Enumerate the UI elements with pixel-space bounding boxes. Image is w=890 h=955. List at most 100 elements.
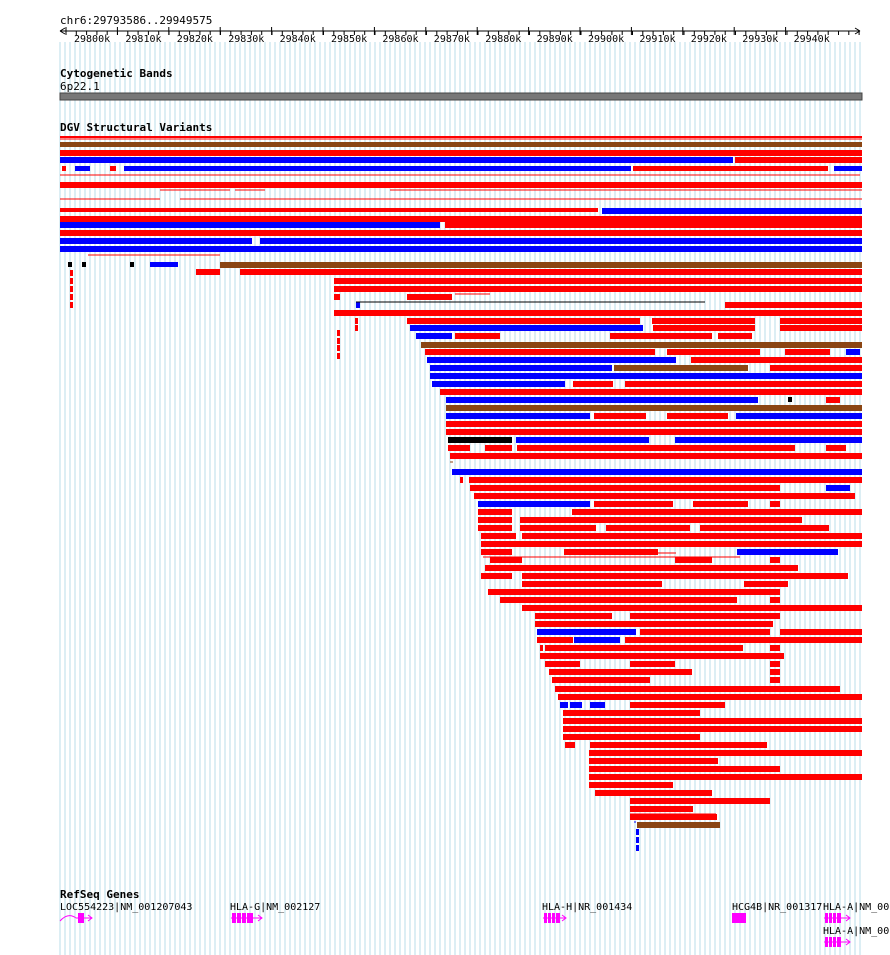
- structural-variant: [780, 325, 862, 331]
- gene-strand-arrow: [257, 914, 263, 922]
- structural-variant: [589, 766, 780, 772]
- structural-variant: [770, 661, 780, 667]
- structural-variant: [667, 349, 760, 355]
- gene-label-hla-g[interactable]: HLA-G|NM_002127: [230, 902, 321, 913]
- ruler-tick-label: 29920k: [690, 34, 727, 45]
- structural-variant: [744, 581, 788, 587]
- gene-label-hla-a-1[interactable]: HLA-A|NM_00: [823, 902, 890, 913]
- structural-variant: [564, 549, 658, 555]
- cytoband-track-title[interactable]: Cytogenetic Bands: [60, 67, 173, 80]
- structural-variant: [606, 525, 690, 531]
- structural-variant: [675, 557, 712, 563]
- gene-exon: [242, 913, 246, 923]
- structural-variant: [440, 389, 862, 395]
- structural-variant: [693, 501, 748, 507]
- structural-variant: [446, 405, 862, 411]
- structural-variant: [474, 493, 855, 499]
- structural-variant: [590, 702, 605, 708]
- structural-variant: [780, 629, 862, 635]
- structural-variant: [478, 501, 590, 507]
- structural-variant: [478, 517, 512, 523]
- gene-exon: [732, 913, 746, 923]
- structural-variant: [337, 338, 340, 344]
- structural-variant: [545, 645, 743, 651]
- structural-variant: [770, 501, 780, 507]
- structural-variant: [60, 208, 598, 212]
- refseq-track-title[interactable]: RefSeq Genes: [60, 888, 140, 901]
- structural-variant: [334, 286, 862, 292]
- structural-variant: [563, 734, 700, 740]
- structural-variant: [630, 661, 675, 667]
- structural-variant: [517, 445, 795, 451]
- structural-variant: [60, 222, 440, 228]
- structural-variant: [667, 413, 728, 419]
- structural-variant: [334, 310, 862, 316]
- dgv-track-title[interactable]: DGV Structural Variants: [60, 121, 213, 134]
- structural-variant: [455, 333, 500, 339]
- structural-variant: [446, 429, 862, 435]
- gene-label-loc554223[interactable]: LOC554223|NM_001207043: [60, 902, 193, 913]
- gene-exon: [237, 913, 241, 923]
- gene-exon: [247, 913, 253, 923]
- gene-label-hla-h[interactable]: HLA-H|NR_001434: [542, 902, 633, 913]
- structural-variant: [485, 565, 798, 571]
- structural-variant: [469, 477, 862, 483]
- structural-variant: [653, 325, 755, 331]
- gene-exon: [544, 913, 547, 923]
- structural-variant: [500, 597, 737, 603]
- structural-variant: [537, 629, 636, 635]
- structural-variant: [124, 166, 631, 171]
- structural-variant: [636, 829, 639, 835]
- structural-variant: [625, 381, 862, 387]
- gene-label-hcg4b[interactable]: HCG4B|NR_001317: [732, 902, 823, 913]
- structural-variant: [260, 238, 862, 244]
- structural-variant: [594, 501, 673, 507]
- structural-variant: [478, 525, 512, 531]
- structural-variant: [196, 269, 220, 275]
- structural-variant: [60, 136, 862, 138]
- structural-variant: [573, 381, 613, 387]
- structural-variant: [446, 397, 758, 403]
- structural-variant: [535, 621, 773, 627]
- structural-variant: [68, 262, 72, 267]
- structural-variant: [70, 302, 73, 308]
- structural-variant: [448, 437, 512, 443]
- structural-variant: [60, 246, 862, 252]
- gene-exon: [78, 913, 84, 923]
- structural-variant: [430, 365, 612, 371]
- structural-variant: [590, 742, 767, 748]
- structural-variant: [770, 677, 780, 683]
- structural-variant: [636, 845, 639, 851]
- ruler-tick-label: 29930k: [742, 34, 779, 45]
- structural-variant: [446, 413, 590, 419]
- gene-exon: [829, 913, 832, 923]
- structural-variant: [334, 278, 862, 284]
- gene-exon: [825, 913, 828, 923]
- structural-variant: [725, 302, 862, 308]
- structural-variant: [633, 166, 828, 171]
- gene-label-hla-a-2[interactable]: HLA-A|NM_00: [823, 926, 890, 937]
- ruler-tick-label: 29880k: [485, 34, 522, 45]
- structural-variant: [630, 613, 780, 619]
- structural-variant: [555, 686, 840, 692]
- structural-variant: [70, 278, 73, 284]
- structural-variant: [481, 573, 512, 579]
- structural-variant: [540, 653, 784, 659]
- structural-variant: [788, 397, 792, 402]
- structural-variant: [770, 645, 780, 651]
- structural-variant: [735, 157, 862, 163]
- ruler-tick-label: 29820k: [176, 34, 213, 45]
- structural-variant: [560, 702, 568, 708]
- structural-variant: [410, 325, 643, 331]
- structural-variant: [563, 726, 862, 732]
- structural-variant: [570, 702, 582, 708]
- cytoband-6p22-1: [59, 92, 863, 101]
- structural-variant: [70, 286, 73, 292]
- structural-variant: [558, 694, 862, 700]
- structural-variant: [785, 349, 830, 355]
- structural-variant: [826, 485, 850, 491]
- gene-exon: [829, 937, 832, 947]
- structural-variant: [337, 345, 340, 351]
